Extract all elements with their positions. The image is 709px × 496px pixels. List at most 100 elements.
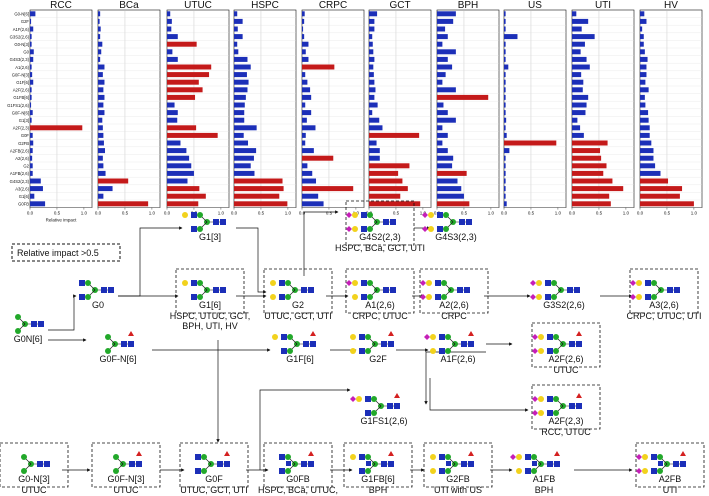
bar: [302, 110, 312, 116]
galactose-circle: [272, 334, 278, 340]
bar: [369, 148, 380, 154]
bar: [302, 117, 307, 123]
sialic-acid-diamond: [346, 280, 352, 286]
bar: [437, 34, 448, 40]
glycan-bond: [107, 336, 116, 345]
bar: [437, 163, 453, 169]
bar: [504, 34, 518, 40]
glycan-icon: [182, 280, 226, 300]
glycan-bond: [653, 289, 662, 298]
bar: [98, 18, 100, 24]
panel-bca: BCa 0.0 0.5 1.0: [95, 0, 161, 216]
panel-title: US: [528, 0, 542, 11]
mannose-circle: [553, 334, 559, 340]
glycan-icon: [21, 454, 50, 474]
pathway-arrow: [424, 351, 486, 405]
row-label: G0-N[6]: [14, 12, 29, 17]
bar: [369, 193, 401, 199]
x-tick-label: 0.0: [231, 211, 238, 216]
glcnac-square: [31, 321, 37, 327]
glycan-bond: [367, 463, 376, 472]
row-label: G2: [23, 164, 29, 169]
galactose-circle: [350, 348, 356, 354]
bar: [234, 49, 239, 55]
glycan-icon: [350, 451, 394, 474]
glcnac-square: [301, 287, 307, 293]
bar: [369, 186, 408, 192]
glcnac-square: [388, 461, 394, 467]
mannose-circle: [531, 454, 537, 460]
threshold-box: [635, 442, 705, 488]
mannose-circle: [285, 294, 291, 300]
disease-list: UTI: [663, 485, 678, 495]
glcnac-square: [645, 280, 651, 286]
bar: [437, 56, 448, 62]
mannose-circle: [365, 454, 371, 460]
x-tick-label: 0.0: [569, 211, 576, 216]
panel-crpc: CRPC 0.0 0.5 1.0: [299, 0, 365, 216]
bar: [302, 170, 313, 176]
x-tick-label: 0.5: [528, 211, 535, 216]
bar: [572, 170, 604, 176]
threshold-box: [175, 268, 245, 314]
row-label: G1[6]: [19, 194, 29, 199]
glcnac-square: [365, 410, 371, 416]
bar: [302, 34, 305, 40]
glycan-bond: [17, 316, 26, 325]
bar: [369, 94, 375, 100]
mannose-circle: [204, 287, 210, 293]
x-tick-label: 1.0: [285, 211, 292, 216]
mannose-circle: [452, 461, 458, 467]
bar: [504, 87, 506, 93]
bar: [98, 49, 102, 55]
row-label: A2F(2,6): [13, 88, 30, 93]
mannose-circle: [113, 454, 119, 460]
bar: [30, 41, 32, 47]
glcnac-square: [359, 454, 365, 460]
bar: [98, 170, 106, 176]
glcnac-square: [281, 334, 287, 340]
bar: [167, 102, 175, 108]
bar: [234, 102, 245, 108]
fucose-triangle: [680, 451, 686, 456]
row-label: G3S2(2,6): [10, 34, 30, 39]
threshold-box: [263, 268, 333, 314]
glycan-bond: [447, 336, 456, 345]
galactose-circle: [516, 454, 522, 460]
mannose-circle: [452, 341, 458, 347]
glcnac-square: [387, 403, 393, 409]
glycan-bond: [533, 456, 542, 465]
bar: [640, 193, 680, 199]
glycan-name: G3S2(2,6): [543, 300, 585, 310]
sialic-acid-diamond: [636, 454, 642, 460]
glycan-name: G2F: [369, 354, 387, 364]
threshold-boxes: [0, 200, 705, 488]
bar: [30, 94, 32, 100]
mannose-circle: [85, 294, 91, 300]
row-label: A2FB(2,6): [10, 148, 30, 153]
fucose-triangle: [310, 331, 316, 336]
glycan-name: A2F(2,3): [548, 416, 583, 426]
bar: [572, 193, 610, 199]
glycan-name: G4S3(2,3): [435, 232, 477, 242]
bar: [302, 64, 335, 70]
galactose-circle: [182, 280, 188, 286]
mannose-circle: [664, 461, 670, 467]
bar: [98, 94, 105, 100]
bar: [30, 11, 36, 17]
disease-list: BPH: [535, 485, 554, 495]
galactose-circle: [642, 454, 648, 460]
threshold-box: [531, 322, 601, 368]
pathway-arrow: [48, 294, 77, 331]
glcnac-square: [547, 396, 553, 402]
galactose-circle: [636, 294, 642, 300]
glycan-bond: [87, 282, 96, 291]
row-label: G1F[6]: [16, 80, 29, 85]
mannose-circle: [551, 294, 557, 300]
bar: [234, 87, 248, 93]
glycan-name: G1F[6]: [286, 354, 314, 364]
galactose-circle: [350, 454, 356, 460]
glycan-name: G1FB[6]: [361, 474, 395, 484]
mannose-circle: [105, 348, 111, 354]
glycan-icon: [79, 280, 114, 300]
